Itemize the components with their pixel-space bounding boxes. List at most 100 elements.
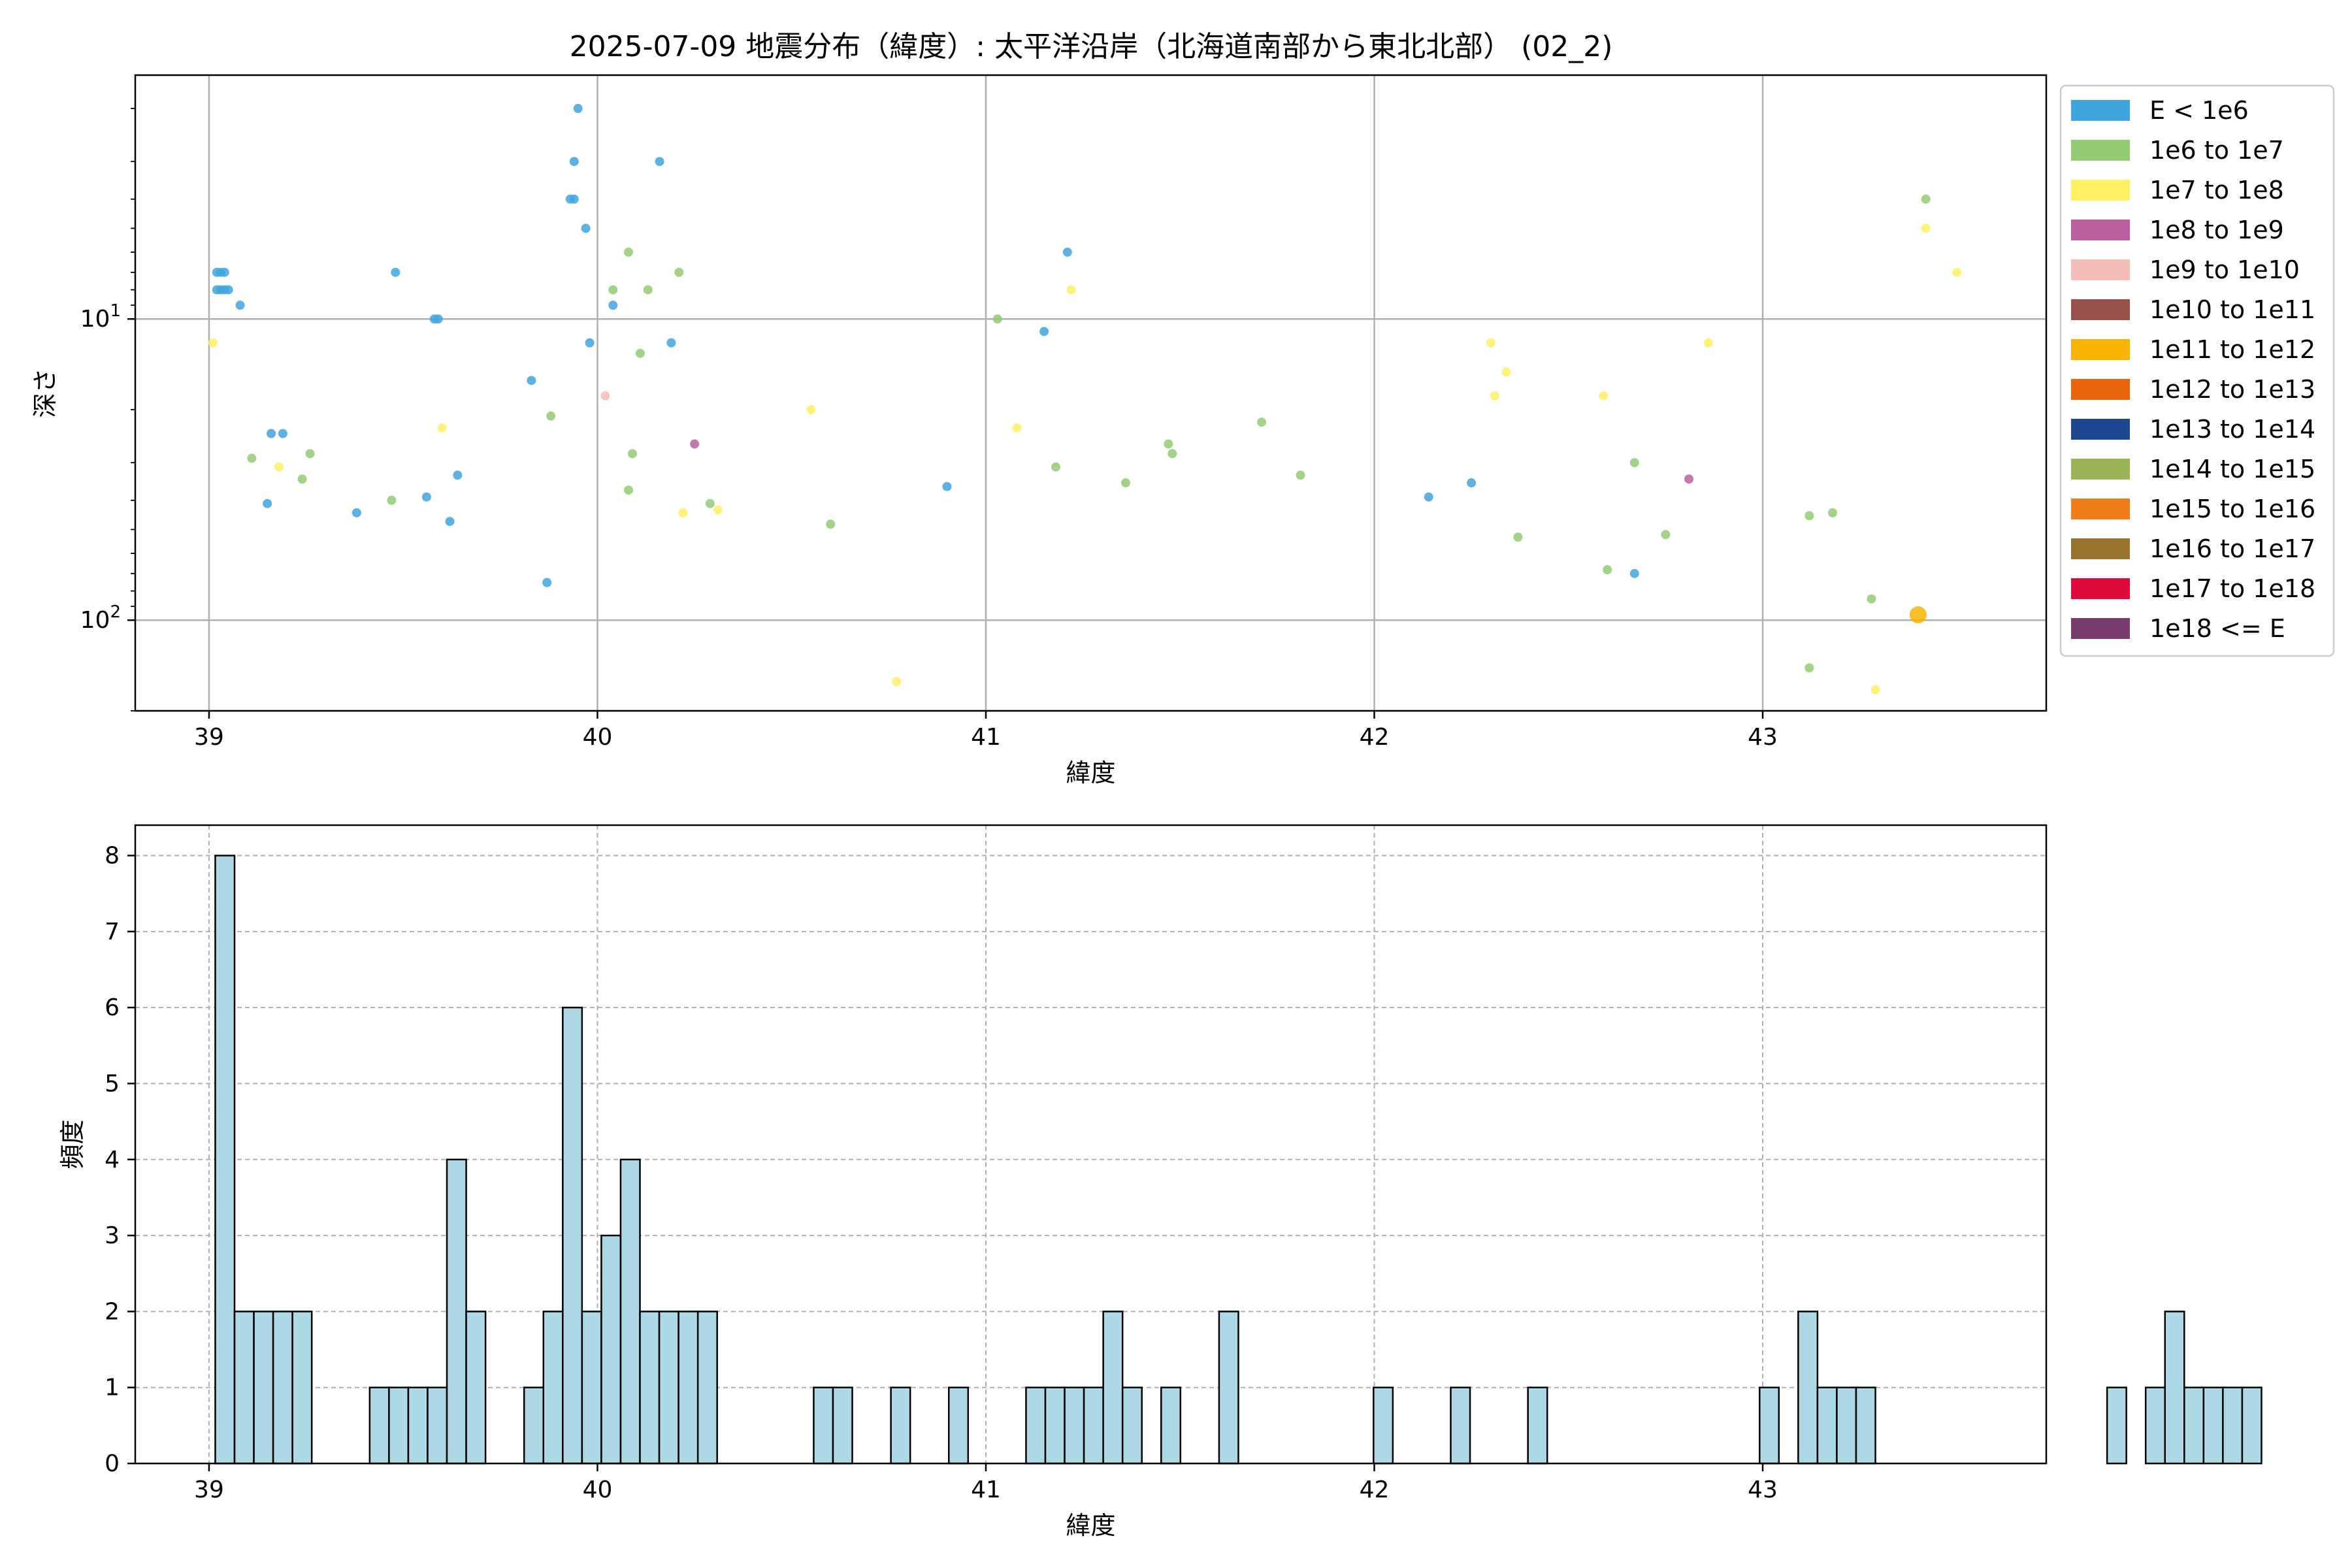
tick-base: 10 (80, 306, 110, 333)
scatter-point (1629, 458, 1639, 468)
legend: E < 1e6 1e6 to 1e7 1e7 to 1e8 1e8 to 1e9 1e9… (2059, 84, 2335, 657)
scatter-point (1629, 568, 1639, 578)
scatter-point (1424, 492, 1433, 502)
scatter-point (1501, 367, 1511, 377)
scatter-point (278, 429, 287, 438)
histogram-bar (214, 855, 236, 1465)
histogram-bar (2164, 1311, 2185, 1465)
scatter-x-tick-label: 42 (1360, 724, 1390, 751)
hist-y-tick-label: 1 (105, 1375, 120, 1401)
scatter-point (445, 517, 455, 527)
scatter-point (1490, 391, 1499, 400)
scatter-point (569, 157, 579, 167)
histogram-bar (1450, 1386, 1471, 1465)
scatter-point (433, 314, 443, 324)
scatter-y-tick-label: 102 (80, 602, 121, 634)
scatter-point (992, 314, 1002, 324)
legend-entry-label: 1e9 to 1e10 (2149, 255, 2300, 284)
histogram-bar (1373, 1386, 1394, 1465)
scatter-point (666, 338, 676, 348)
scatter-point (627, 449, 637, 459)
scatter-point (1296, 470, 1305, 480)
scatter-point (1066, 285, 1076, 295)
scatter-frame (134, 74, 2048, 712)
legend-swatch (2071, 419, 2130, 440)
scatter-point (635, 348, 645, 358)
legend-entry-label: 1e18 <= E (2149, 614, 2285, 643)
scatter-point (1870, 685, 1880, 694)
histogram-bar (619, 1158, 641, 1465)
histogram-bar (2183, 1386, 2205, 1465)
legend-entry-label: 1e15 to 1e16 (2149, 495, 2315, 523)
scatter-point (1486, 338, 1495, 348)
hist-frame (134, 824, 2048, 1465)
histogram-bar (1527, 1386, 1548, 1465)
histogram-bar (446, 1158, 467, 1465)
scatter-point (1603, 565, 1612, 575)
scatter-point (655, 157, 664, 167)
scatter-point (263, 498, 272, 508)
scatter-point (247, 453, 257, 463)
scatter-point (608, 301, 618, 310)
legend-swatch (2071, 498, 2130, 519)
scatter-point (1703, 338, 1713, 348)
scatter-point (826, 519, 836, 529)
histogram-bar (1855, 1386, 1876, 1465)
scatter-point (387, 495, 397, 505)
histogram-bar (1160, 1386, 1182, 1465)
hist-x-tick-label: 41 (971, 1477, 1001, 1503)
histogram-bar (253, 1311, 274, 1465)
histogram-bar (581, 1311, 602, 1465)
hist-y-tick-label: 7 (105, 919, 120, 945)
legend-swatch (2071, 140, 2130, 161)
hist-y-tick-label: 2 (105, 1298, 120, 1325)
scatter-y-axis-label: 深さ (31, 368, 59, 417)
scatter-point (305, 449, 315, 459)
scatter-point (1051, 462, 1060, 472)
scatter-point (1599, 391, 1609, 400)
scatter-point (713, 505, 723, 515)
histogram-bar (1797, 1311, 1819, 1465)
scatter-point (608, 285, 618, 295)
scatter-point (437, 423, 447, 433)
hist-y-tick-label: 4 (105, 1147, 120, 1173)
histogram-bar (948, 1386, 970, 1465)
histogram-bar (600, 1234, 622, 1465)
histogram-bar (2241, 1386, 2262, 1465)
legend-entry-label: 1e14 to 1e15 (2149, 455, 2315, 483)
histogram-bar (813, 1386, 834, 1465)
histogram-bar (832, 1386, 853, 1465)
scatter-point (391, 267, 400, 277)
tick-exponent: 1 (110, 301, 121, 321)
histogram-bar (1218, 1311, 1239, 1465)
histogram-bar (523, 1386, 545, 1465)
scatter-point (1513, 532, 1523, 542)
histogram-bar (2202, 1386, 2224, 1465)
scatter-point (527, 376, 536, 385)
scatter-point (1909, 606, 1927, 624)
scatter-point (573, 104, 583, 114)
hist-y-tick-label: 8 (105, 843, 120, 870)
legend-swatch (2071, 538, 2130, 559)
scatter-point (678, 508, 688, 517)
legend-entry-label: E < 1e6 (2149, 96, 2249, 125)
histogram-bar (1025, 1386, 1047, 1465)
chart-title: 2025-07-09 地震分布（緯度）: 太平洋沿岸（北海道南部から東北北部） … (570, 30, 1613, 63)
scatter-point (267, 429, 276, 438)
scatter-y-tick-label: 101 (80, 301, 121, 333)
histogram-bar (368, 1386, 390, 1465)
scatter-point (1805, 511, 1814, 521)
legend-swatch (2071, 299, 2130, 320)
scatter-point (806, 405, 816, 415)
scatter-point (1684, 474, 1694, 484)
hist-x-tick-label: 43 (1748, 1477, 1778, 1503)
scatter-point (643, 285, 653, 295)
scatter-point (421, 492, 431, 502)
histogram-bar (658, 1311, 679, 1465)
hist-x-tick-label: 39 (194, 1477, 224, 1503)
legend-entry-label: 1e16 to 1e17 (2149, 534, 2315, 563)
scatter-point (223, 285, 233, 295)
histogram-bar (1044, 1386, 1066, 1465)
